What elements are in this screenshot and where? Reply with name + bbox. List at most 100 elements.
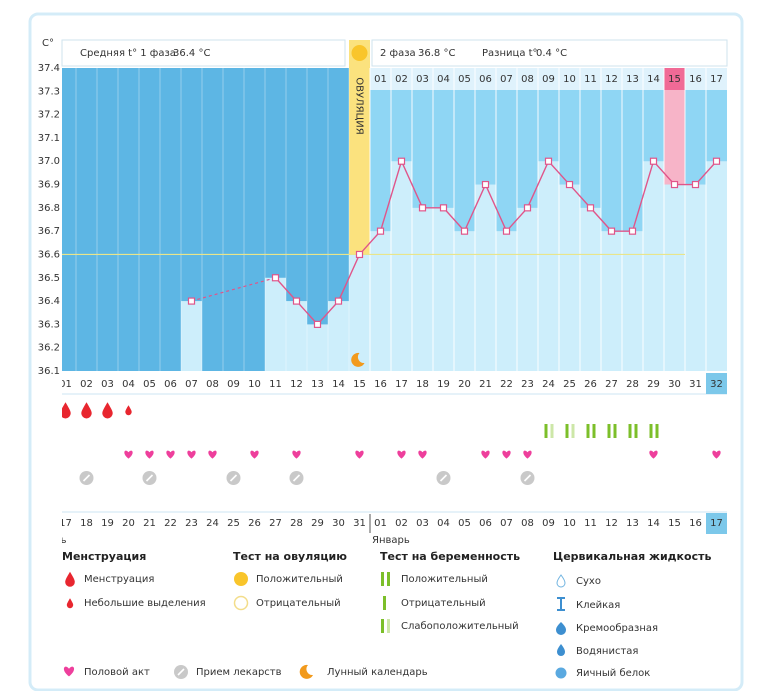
cycle-day: 19 <box>437 379 450 390</box>
y-tick-label: 37.4 <box>38 63 60 74</box>
phase2-value: 36.8 °C <box>418 48 455 59</box>
temp-column <box>349 254 370 371</box>
y-tick-label: 36.8 <box>38 203 60 214</box>
temp-column <box>685 184 706 371</box>
y-tick-label: 36.5 <box>38 273 60 284</box>
temp-point <box>565 180 574 189</box>
cycle-day: 31 <box>689 379 702 390</box>
y-tick-label: 37.0 <box>38 156 60 167</box>
temp-column <box>538 161 559 371</box>
cycle-day: 10 <box>248 379 261 390</box>
date: 21 <box>143 518 156 529</box>
phase2-box <box>371 39 728 67</box>
pill-icon <box>436 471 451 485</box>
top-date: 15 <box>668 74 681 85</box>
pill-mark <box>292 474 301 482</box>
cycle-day: 04 <box>122 379 135 390</box>
test-bar <box>655 424 659 438</box>
test-icon <box>544 424 554 438</box>
temp-point <box>544 157 553 165</box>
test-bar <box>607 424 611 438</box>
y-tick-label: 36.2 <box>38 343 60 354</box>
drop-icon <box>65 571 75 587</box>
cycle-day: 13 <box>311 379 324 390</box>
cycle-day: 05 <box>143 379 156 390</box>
heart-icon <box>523 450 532 459</box>
test-bar <box>649 424 653 438</box>
date: 27 <box>269 518 282 529</box>
top-date: 07 <box>500 74 513 85</box>
test-bar <box>383 596 386 610</box>
phase2-header-bg <box>370 68 727 90</box>
temp-point <box>691 180 700 189</box>
legend-item: Небольшие выделения <box>84 598 206 609</box>
temp-point <box>292 297 301 305</box>
y-tick-label: 37.1 <box>38 133 60 144</box>
ov-neg-icon <box>233 595 249 611</box>
date: 28 <box>290 518 303 529</box>
date: 12 <box>605 518 618 529</box>
date: 17 <box>59 518 72 529</box>
test-bar <box>634 424 638 438</box>
phase1-box <box>61 39 346 67</box>
legend-item: Менструация <box>84 574 154 585</box>
heart-icon <box>166 450 175 459</box>
y-tick-label: 37.2 <box>38 110 60 121</box>
temp-column <box>265 277 286 371</box>
test-bar <box>550 424 554 438</box>
temp-column <box>307 324 328 371</box>
test-bar <box>628 424 632 438</box>
unit-label: C° <box>42 38 54 49</box>
test-bar <box>544 424 548 438</box>
highlight-col <box>664 90 685 185</box>
y-tick-label: 37.3 <box>38 86 60 97</box>
y-tick-label: 36.4 <box>38 296 60 307</box>
temp-point <box>670 180 679 189</box>
heart-icon <box>124 450 133 459</box>
temp-gap-line <box>191 277 276 302</box>
temp-point <box>397 157 406 165</box>
top-date: 05 <box>458 74 471 85</box>
today-cell <box>706 373 727 394</box>
test-bar <box>592 424 596 438</box>
date: 08 <box>521 518 534 529</box>
cycle-day: 03 <box>101 379 114 390</box>
cycle-day: 22 <box>500 379 513 390</box>
test-bar <box>571 424 575 438</box>
legend-title: Тест на овуляцию <box>233 550 347 563</box>
test-icon <box>628 424 638 438</box>
test-bar <box>381 572 384 586</box>
legend-item: Лунный календарь <box>327 667 428 678</box>
temp-point <box>187 297 196 305</box>
temp-point <box>355 250 364 259</box>
test-icon <box>565 424 575 438</box>
phase1-label: Средняя t° 1 фаза <box>80 48 176 59</box>
temp-column <box>181 301 202 371</box>
cycle-day: 27 <box>605 379 618 390</box>
legend-item: Отрицательный <box>256 598 341 609</box>
cycle-day: 11 <box>269 379 282 390</box>
cycle-day: 02 <box>80 379 93 390</box>
legend-item: Кремообразная <box>576 623 658 634</box>
test-bar <box>387 572 390 586</box>
heart-icon <box>502 450 511 459</box>
date: 31 <box>353 518 366 529</box>
temp-point <box>271 274 280 282</box>
date: 11 <box>584 518 597 529</box>
pill-icon <box>174 665 188 679</box>
sun-icon <box>351 45 368 61</box>
legend-title: Менструация <box>62 550 146 563</box>
pill-icon <box>142 471 157 485</box>
pill-mark <box>177 668 185 676</box>
heart-icon <box>355 450 364 459</box>
legend-item: Отрицательный <box>401 598 486 609</box>
cycle-day: 23 <box>521 379 534 390</box>
top-date: 16 <box>689 74 702 85</box>
cycle-day: 17 <box>395 379 408 390</box>
cycle-day: 24 <box>542 379 555 390</box>
temp-point <box>439 204 448 212</box>
pill-icon <box>226 471 241 485</box>
drop-icon <box>62 402 71 419</box>
temp-column <box>664 184 685 371</box>
cycle-day: 32 <box>710 379 723 390</box>
